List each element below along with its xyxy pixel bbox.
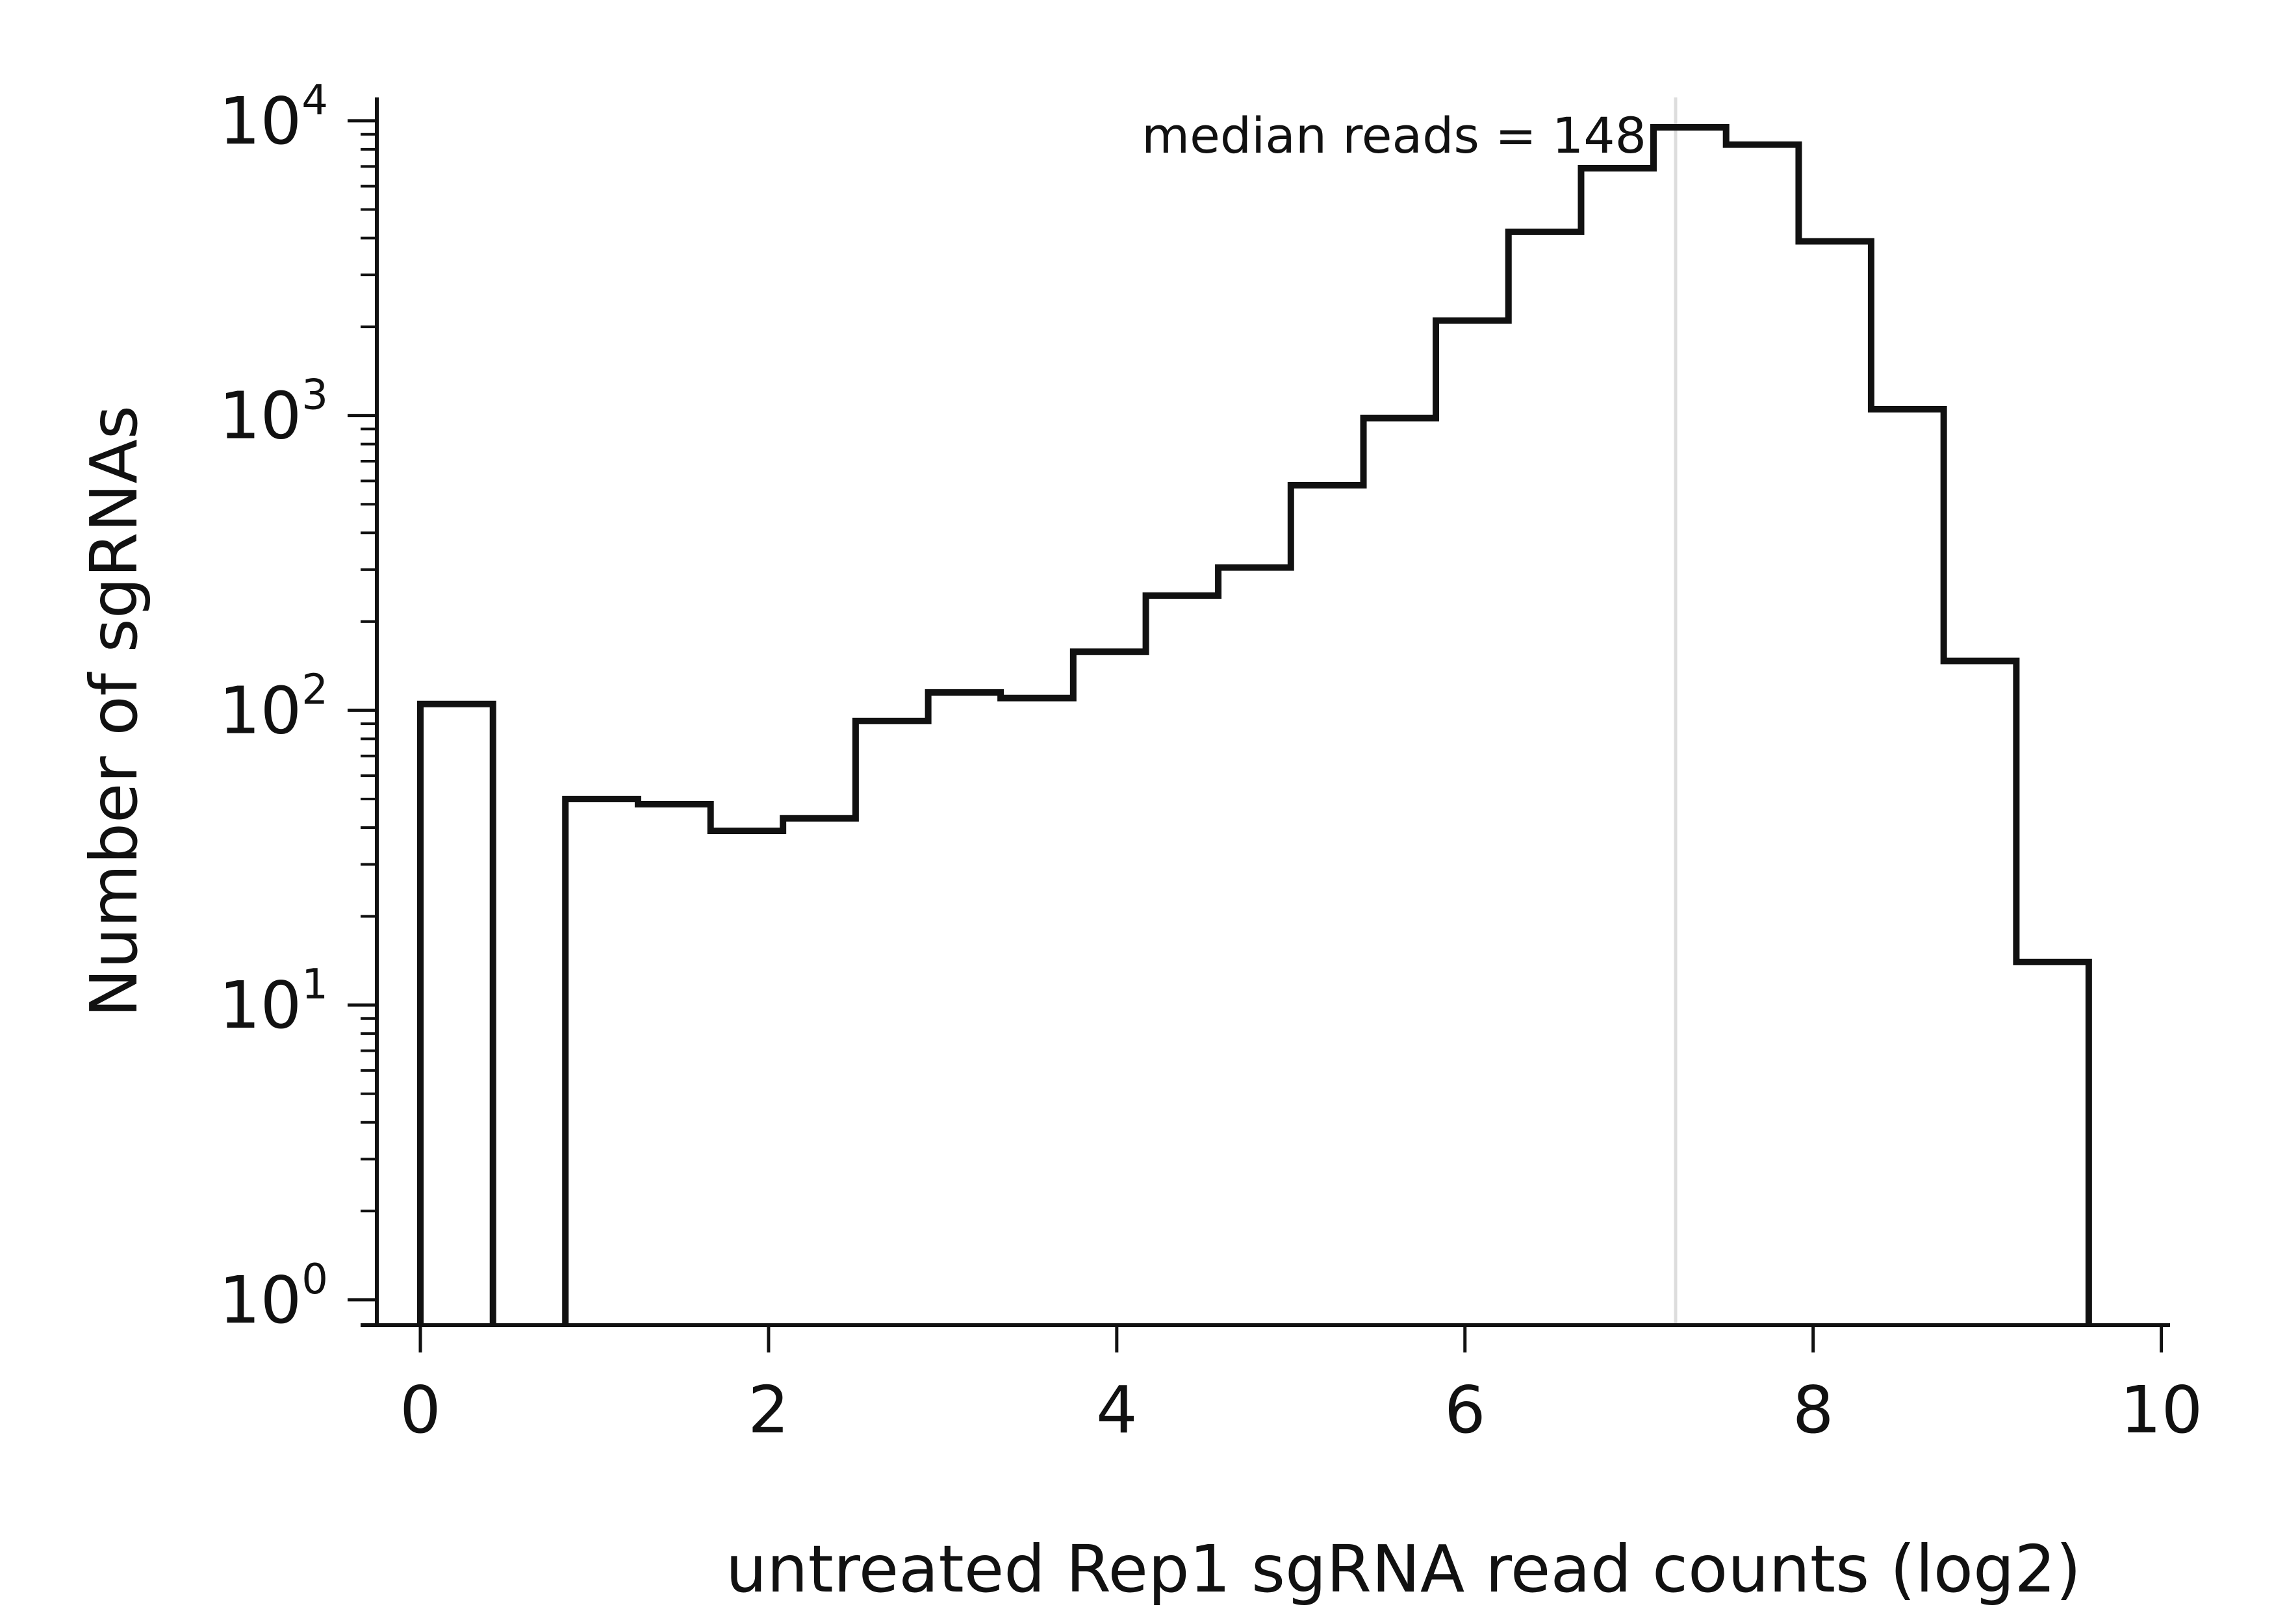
x-tick-label-10: 10	[2120, 1372, 2203, 1448]
histogram-bin-9	[1073, 652, 1146, 1325]
y-tick-label-10000: 104	[219, 77, 328, 159]
x-tick-label-8: 8	[1793, 1372, 1834, 1448]
x-tick-label-4: 4	[1096, 1372, 1138, 1448]
histogram-bin-11	[1218, 568, 1291, 1325]
histogram-bin-4	[711, 831, 783, 1325]
y-tick-label-1000: 103	[219, 372, 328, 454]
histogram-bin-7	[928, 692, 1001, 1325]
y-axis-title: Number of sgRNAs	[76, 405, 152, 1017]
x-tick-label-2: 2	[748, 1372, 789, 1448]
histogram-bin-5	[783, 818, 856, 1325]
histogram-bin-3	[638, 804, 711, 1325]
histogram-bin-21	[1944, 661, 2017, 1325]
histogram-marks	[420, 127, 2089, 1325]
histogram-step-outline	[416, 124, 2092, 1325]
histogram-bin-20	[1871, 409, 1944, 1325]
histogram-bin-13	[1364, 418, 1436, 1325]
median-annotation: median reads = 148	[1142, 107, 1646, 164]
histogram-bin-6	[856, 721, 928, 1325]
histogram-bin-2	[565, 799, 638, 1325]
histogram-bin-0	[420, 704, 493, 1325]
y-tick-label-100: 102	[219, 666, 328, 748]
histogram-bin-22	[2016, 962, 2088, 1325]
histogram-bin-17	[1654, 127, 1726, 1325]
histogram-bin-16	[1581, 168, 1653, 1325]
x-tick-label-6: 6	[1444, 1372, 1486, 1448]
x-axis-title: untreated Rep1 sgRNA read counts (log2)	[726, 1531, 2081, 1607]
histogram-bin-10	[1146, 596, 1218, 1325]
histogram-bin-12	[1291, 485, 1364, 1325]
y-tick-label-1: 100	[219, 1256, 328, 1338]
histogram-bin-19	[1798, 241, 1871, 1325]
y-tick-label-10: 101	[219, 961, 328, 1043]
histogram-bin-8	[1001, 698, 1073, 1325]
axes: 0 2 4 6 8 10 100 101 102 103 104	[219, 77, 2203, 1448]
histogram-bin-15	[1509, 232, 1581, 1325]
x-tick-label-0: 0	[400, 1372, 441, 1448]
histogram-bin-14	[1436, 320, 1509, 1325]
histogram-bin-18	[1726, 145, 1799, 1325]
